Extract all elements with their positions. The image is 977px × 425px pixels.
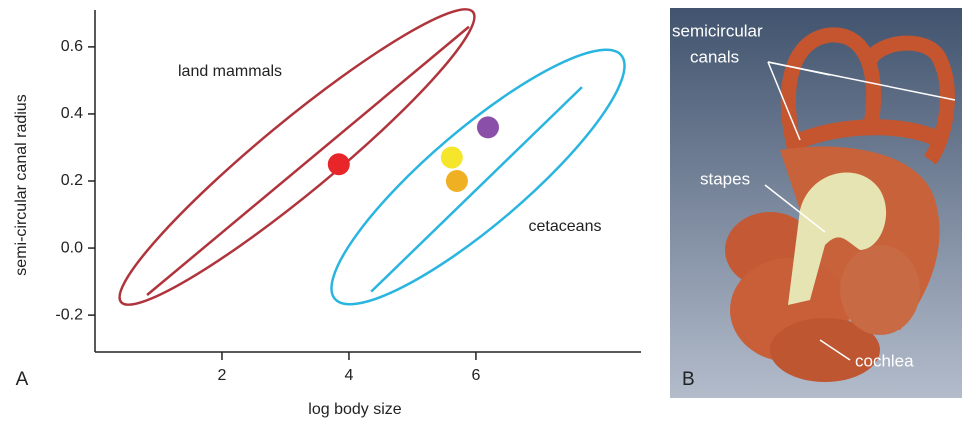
point [445, 170, 468, 192]
fit-line [370, 86, 583, 293]
point [440, 146, 463, 169]
annotation: semicircular [672, 21, 763, 40]
cetacean-ellipse [330, 48, 626, 306]
y-tick-label: -0.2 [55, 306, 83, 323]
panel-label: A [16, 369, 29, 390]
y-axis-label: semi-circular canal radius [13, 94, 30, 275]
y-tick-label: 0.0 [61, 239, 83, 256]
annotation: canals [690, 47, 739, 66]
annotation: cetaceans [529, 218, 602, 235]
x-tick-label: 6 [471, 367, 480, 384]
annotation: stapes [700, 169, 750, 188]
land-mammal-ellipse [118, 8, 476, 306]
panel-label: B [682, 369, 695, 390]
y-tick-label: 0.6 [61, 38, 83, 55]
x-tick-label: 4 [345, 367, 354, 384]
point [327, 153, 350, 176]
annotation: cochlea [855, 351, 914, 370]
annotation: land mammals [178, 63, 282, 80]
fit-line [146, 25, 470, 296]
point [476, 116, 499, 139]
y-tick-label: 0.2 [61, 172, 83, 189]
y-tick-label: 0.4 [61, 105, 83, 122]
x-axis-label: log body size [308, 401, 401, 418]
x-tick-label: 2 [218, 367, 227, 384]
ear-illustration [670, 8, 962, 398]
